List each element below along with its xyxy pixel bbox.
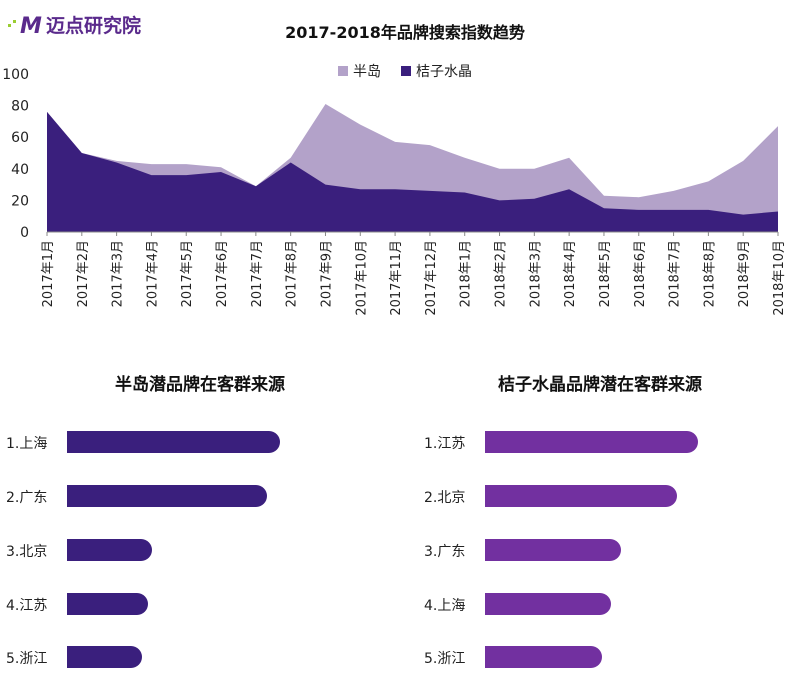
juzi-source-bar [485,646,603,668]
x-tick-label: 2017年4月 [145,240,160,307]
legend-label-bandao: 半岛 [353,64,381,80]
bandao-source-bar [67,485,268,507]
search-index-area-chart: 2017-2018年品牌搜索指数趋势 半岛 桔子水晶 0 20 40 60 80 100 2… [2,23,787,316]
area-juzi [47,111,778,232]
bandao-source-bar [67,431,280,453]
x-tick-label: 2018年10月 [772,240,787,316]
x-tick-label: 2017年8月 [285,240,300,307]
bandao-source-bar-label: 2.广东 [6,490,48,506]
bandao-source-bar-label: 3.北京 [6,544,48,560]
x-tick-label: 2017年2月 [76,240,91,307]
juzi-source-bar-row: 5.浙江 [424,646,708,670]
maidian-logo: M 迈点研究院 [8,14,141,38]
x-tick-label: 2017年1月 [41,240,56,307]
bandao-source-title: 半岛潜品牌在客群来源 [115,375,285,395]
y-tick-label: 40 [11,162,29,178]
x-tick-label: 2017年5月 [180,240,195,307]
juzi-source-bar [485,593,611,615]
juzi-source-bar-row: 2.北京 [424,485,708,509]
bandao-source-bar-label: 1.上海 [6,436,48,452]
x-tick-label: 2017年7月 [250,240,265,307]
x-tick-label: 2018年4月 [563,240,578,307]
legend-swatch-bandao [338,66,348,76]
juzi-source-bar-label: 4.上海 [424,598,466,614]
x-tick-label: 2018年8月 [702,240,717,307]
juzi-source-bar [485,485,677,507]
juzi-source-bar-label: 2.北京 [424,490,466,506]
juzi-source-title: 桔子水晶品牌潜在客群来源 [498,375,702,395]
x-tick-label: 2018年7月 [668,240,683,307]
juzi-source-bar-row: 3.广东 [424,539,708,563]
y-tick-label: 20 [11,193,29,209]
chart-title: 2017-2018年品牌搜索指数趋势 [285,23,525,42]
logo-mark: M [20,14,42,38]
bandao-source-bar-label: 4.江苏 [6,598,48,614]
legend-swatch-juzi [401,66,411,76]
juzi-source-bar [485,539,622,561]
x-tick-label: 2018年3月 [528,240,543,307]
bandao-source-bar-label: 5.浙江 [6,651,48,667]
bandao-source-bar [67,539,153,561]
juzi-source-bar-label: 3.广东 [424,544,466,560]
juzi-source-bar-label: 1.江苏 [424,436,466,452]
x-tick-label: 2018年2月 [494,240,509,307]
bandao-source-bar-row: 3.北京 [6,539,290,563]
x-tick-label: 2018年9月 [737,240,752,307]
x-tick-label: 2018年6月 [633,240,648,307]
juzi-source-bar-label: 5.浙江 [424,651,466,667]
x-tick-label: 2017年9月 [319,240,334,307]
x-tick-label: 2017年3月 [111,240,126,307]
x-tick-label: 2017年10月 [354,240,369,316]
y-tick-label: 80 [11,99,29,115]
y-tick-label: 100 [2,67,29,83]
bandao-source-bar-row: 5.浙江 [6,646,290,670]
bandao-source-bar [67,593,148,615]
x-tick-label: 2017年12月 [424,240,439,316]
x-tick-label: 2018年5月 [598,240,613,307]
chart-legend: 半岛 桔子水晶 [338,64,472,80]
logo-text: 迈点研究院 [46,14,141,37]
juzi-source-bar [485,431,698,453]
legend-label-juzi: 桔子水晶 [416,64,472,80]
x-tick-label: 2018年1月 [459,240,474,307]
y-tick-label: 0 [20,225,29,241]
x-tick-label: 2017年6月 [215,240,230,307]
bandao-source-bar-row: 4.江苏 [6,593,290,617]
bandao-source-bar [67,646,142,668]
juzi-source-bar-row: 4.上海 [424,593,708,617]
juzi-source-bar-row: 1.江苏 [424,431,708,455]
x-tick-label: 2017年11月 [389,240,404,316]
bandao-source-bar-row: 2.广东 [6,485,290,509]
y-tick-label: 60 [11,130,29,146]
bandao-source-bar-row: 1.上海 [6,431,290,455]
